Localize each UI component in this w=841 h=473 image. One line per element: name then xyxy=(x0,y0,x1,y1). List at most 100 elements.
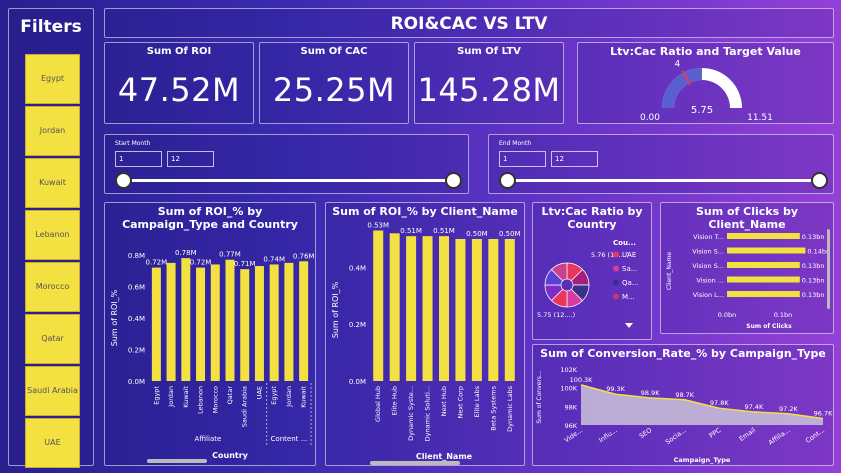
filters-panel: Filters Egypt Jordan Kuwait Lebanon Moro… xyxy=(8,8,94,468)
y-tick-label: 0.4M xyxy=(128,315,145,323)
bar xyxy=(488,239,499,381)
legend-marker xyxy=(613,251,619,258)
y-tick-label: 0.4M xyxy=(349,264,366,272)
conversion-rate-panel: Sum of Conversion_Rate_% by Campaign_Typ… xyxy=(532,344,834,466)
end-month-track[interactable] xyxy=(507,179,821,182)
y-tick-label: 0.2M xyxy=(349,321,366,329)
filter-uae[interactable]: UAE xyxy=(25,418,80,468)
chart5-title: Sum of Conversion_Rate_% by Campaign_Typ… xyxy=(540,347,826,360)
x-axis-label: Sum of Clicks xyxy=(746,323,792,330)
end-month-handle-left[interactable] xyxy=(499,172,516,189)
kpi-roi-label: Sum Of ROI xyxy=(146,46,212,57)
point-data-label: 96.7K xyxy=(814,409,833,417)
point-data-label: 100.3K xyxy=(570,376,594,384)
x-axis-label: Client_Name xyxy=(416,452,473,461)
x-tick-label: Egypt xyxy=(270,386,278,405)
start-month-to-input[interactable]: 12 xyxy=(167,151,214,167)
gauge-max-label: 11.51 xyxy=(747,113,773,123)
x-tick-label: Dynamic Labs xyxy=(506,385,514,431)
x-tick-label: Next Hub xyxy=(440,386,448,416)
gauge-value-label: 5.75 xyxy=(691,105,713,116)
bar-data-label: 0.13bn xyxy=(802,277,825,285)
y-tick-label: Vision T... xyxy=(693,233,724,241)
bar-data-label: 0.51M xyxy=(433,227,455,235)
start-month-slicer: Start Month 1 12 xyxy=(104,134,469,194)
ltv-cac-by-country-panel: Ltv:Cac Ratio by Country 5.76 (12....) 5.… xyxy=(532,202,652,340)
x-tick-label: Elite Hub xyxy=(391,386,399,415)
point-data-label: 98.9K xyxy=(641,389,660,397)
bar-data-label: 0.72M xyxy=(146,259,168,267)
x-tick-label: Lebanon xyxy=(197,386,205,414)
point-data-label: 99.3K xyxy=(606,385,625,393)
filter-kuwait[interactable]: Kuwait xyxy=(25,158,80,208)
start-month-handle-left[interactable] xyxy=(115,172,132,189)
legend-marker xyxy=(613,293,619,300)
x-tick-label: Saudi Arabia xyxy=(241,386,249,427)
kpi-cac-label: Sum Of CAC xyxy=(300,46,368,57)
pie-data-label: 5.75 (12....) xyxy=(537,311,575,319)
bar xyxy=(471,239,482,381)
bar xyxy=(151,267,161,381)
legend-title: Cou... xyxy=(613,239,636,247)
legend-marker xyxy=(613,265,619,272)
bar-data-label: 0.14bn xyxy=(807,248,830,256)
bar xyxy=(254,266,264,381)
filter-saudi-arabia[interactable]: Saudi Arabia xyxy=(25,366,80,416)
kpi-cac-value: 25.25M xyxy=(272,71,396,109)
point-data-label: 98.7K xyxy=(675,391,694,399)
scrollbar xyxy=(370,461,460,465)
x-tick-label: 0.1bn xyxy=(774,311,793,319)
end-month-from-input[interactable]: 1 xyxy=(499,151,546,167)
kpi-roi-value: 47.52M xyxy=(117,71,241,109)
x-tick-label: Dynamic Syste... xyxy=(407,386,415,441)
group-label: Affiliate xyxy=(195,435,222,443)
start-month-handle-right[interactable] xyxy=(445,172,462,189)
bar xyxy=(727,276,800,283)
bar-data-label: 0.71M xyxy=(234,260,256,268)
filter-egypt[interactable]: Egypt xyxy=(25,54,80,104)
bar xyxy=(455,239,466,381)
kpi-cac-card: Sum Of CAC 25.25M xyxy=(259,42,409,124)
end-month-label: End Month xyxy=(499,140,532,147)
ltv-cac-pie-chart: 5.76 (12....) 5.75 (12....) Cou... UAE Sa...… xyxy=(537,239,638,328)
x-tick-label: SEO xyxy=(638,426,654,440)
gauge-chart: 4 5.75 0.00 11.51 xyxy=(640,60,773,123)
start-month-label: Start Month xyxy=(115,140,151,147)
filter-qatar[interactable]: Qatar xyxy=(25,314,80,364)
legend-scroll-icon xyxy=(625,323,633,328)
x-tick-label: Dynamic Soluti... xyxy=(424,386,432,441)
roi-campaign-country-chart: 0.0M 0.2M 0.4M 0.6M 0.8M Sum of ROI_% 0.72M Egy… xyxy=(110,249,314,463)
x-tick-label: Global Hub xyxy=(374,386,382,422)
bar xyxy=(504,239,515,381)
y-axis-label: Client_Name xyxy=(666,252,673,290)
x-tick-label: 0.0bn xyxy=(718,311,737,319)
point-data-label: 97.4K xyxy=(744,403,763,411)
area-line xyxy=(580,384,824,420)
bar xyxy=(299,261,309,381)
legend-label: UAE xyxy=(622,251,636,259)
filter-lebanon[interactable]: Lebanon xyxy=(25,210,80,260)
x-tick-label: PPC xyxy=(708,426,723,440)
end-month-handle-right[interactable] xyxy=(811,172,828,189)
chart3-title: Ltv:Cac Ratio by Country xyxy=(541,205,643,231)
start-month-track[interactable] xyxy=(123,179,455,182)
bar xyxy=(225,259,235,381)
end-month-to-input[interactable]: 12 xyxy=(551,151,598,167)
gauge-title: Ltv:Cac Ratio and Target Value xyxy=(610,45,801,58)
kpi-ltv-label: Sum Of LTV xyxy=(457,46,521,57)
bar xyxy=(210,264,220,381)
y-tick-label: 0.8M xyxy=(128,252,145,260)
y-tick-label: Vision S... xyxy=(692,262,724,270)
y-tick-label: 98K xyxy=(564,403,577,411)
filter-jordan[interactable]: Jordan xyxy=(25,106,80,156)
bar-data-label: 0.13bn xyxy=(802,262,825,270)
bar xyxy=(727,233,800,239)
bar xyxy=(269,264,279,381)
filter-morocco[interactable]: Morocco xyxy=(25,262,80,312)
x-tick-label: Socia... xyxy=(664,426,688,446)
x-tick-label: Qatar xyxy=(226,386,234,405)
x-tick-label: Beta Systems xyxy=(489,385,497,430)
start-month-from-input[interactable]: 1 xyxy=(115,151,162,167)
chart1-title: Sum of ROI_% by Campaign_Type and Countr… xyxy=(122,205,298,231)
y-tick-label: 96K xyxy=(564,422,577,430)
